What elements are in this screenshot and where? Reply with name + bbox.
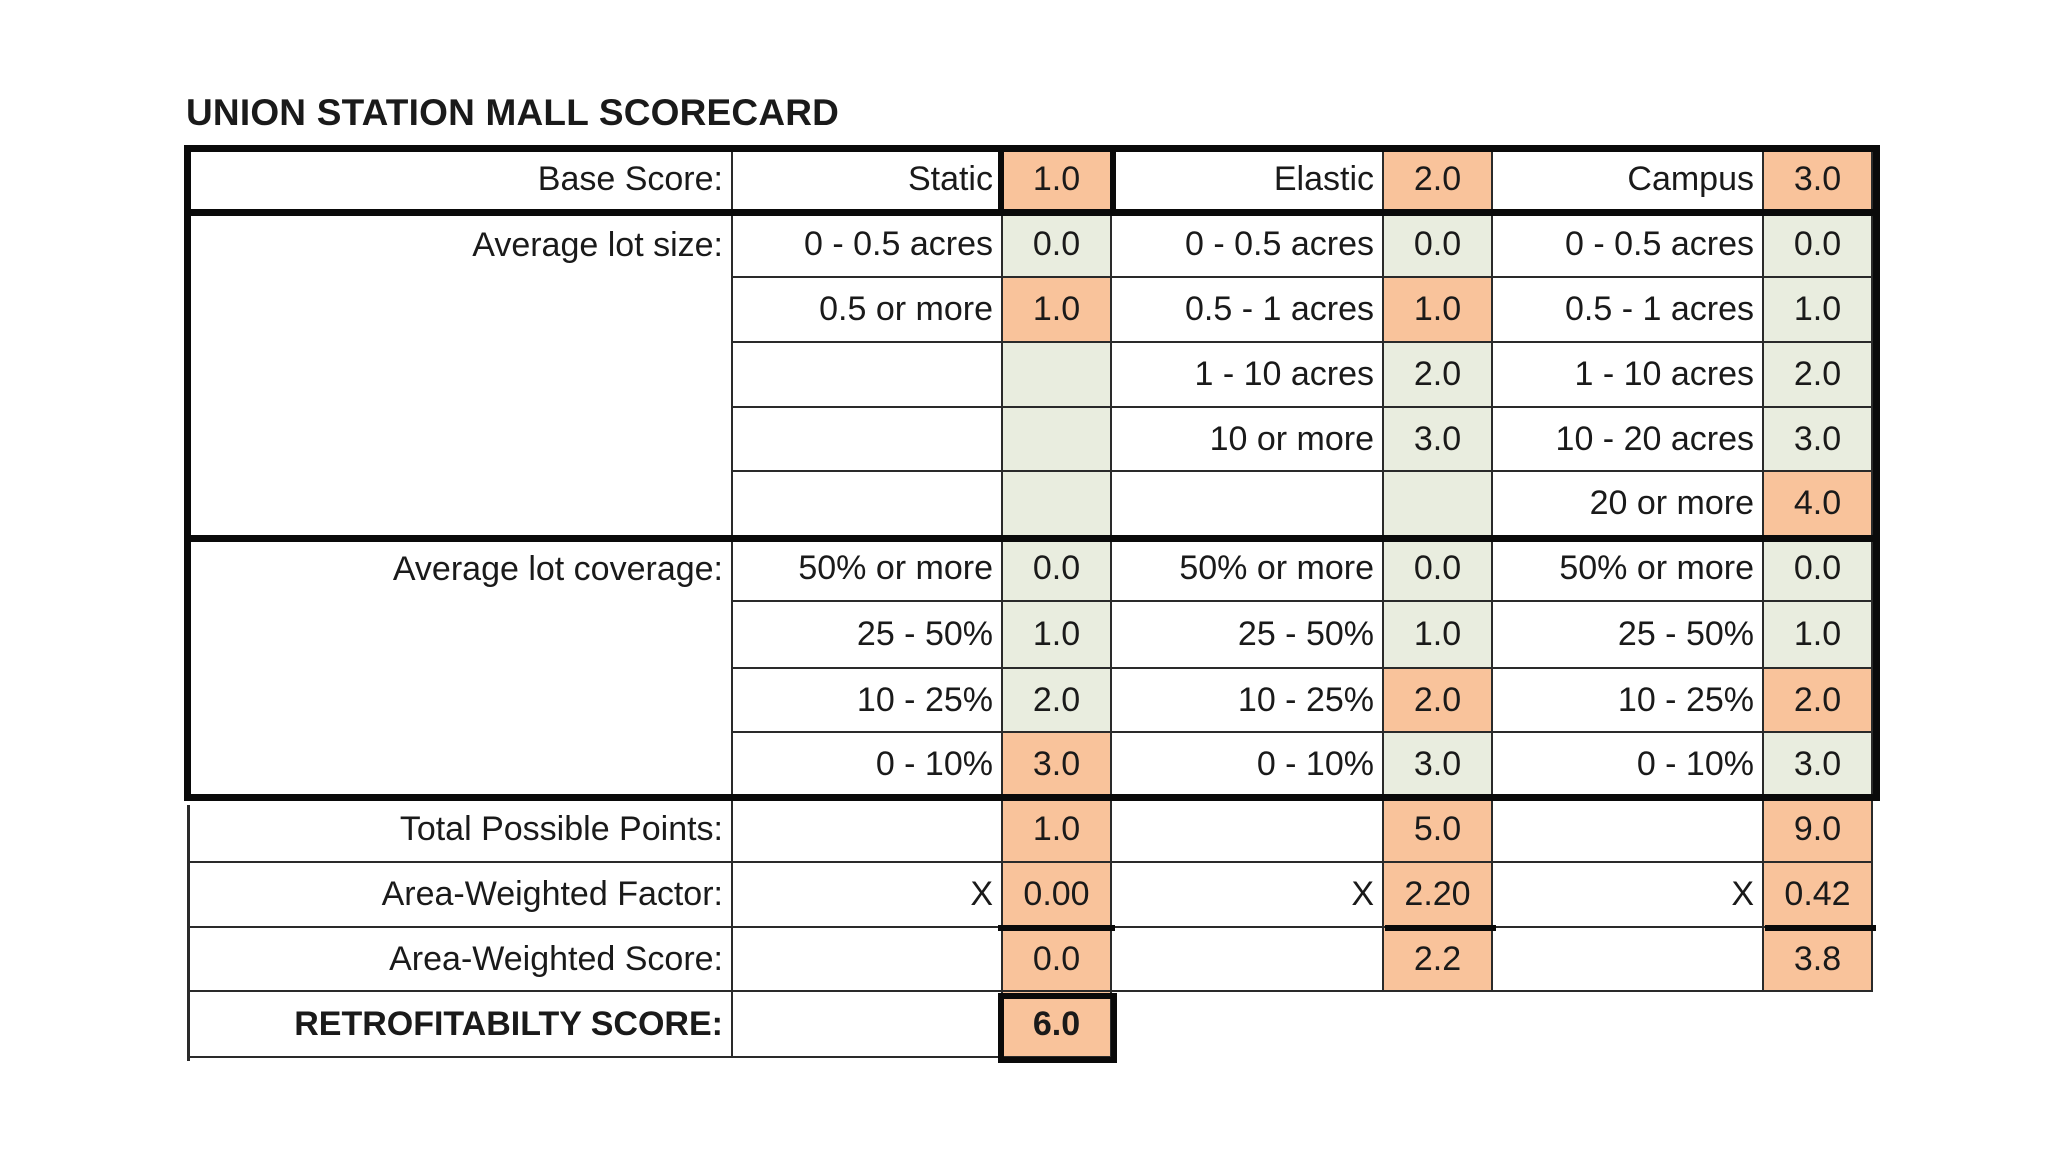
lot-coverage-static-range: 25 - 50% (733, 602, 1003, 669)
empty-label-cell (187, 408, 733, 472)
elastic-base-value: 2.0 (1384, 148, 1493, 212)
lot-coverage-elastic-range: 50% or more (1112, 537, 1384, 602)
lot-size-campus-range: 1 - 10 acres (1493, 343, 1764, 408)
lot-coverage-elastic-value: 1.0 (1384, 602, 1493, 669)
lot-coverage-elastic-range: 10 - 25% (1112, 669, 1384, 733)
lot-coverage-elastic-range: 25 - 50% (1112, 602, 1384, 669)
lot-size-static-range (733, 408, 1003, 472)
lot-size-elastic-value: 0.0 (1384, 212, 1493, 278)
lot-coverage-static-value: 2.0 (1003, 669, 1112, 733)
lot-size-elastic-range: 0 - 0.5 acres (1112, 212, 1384, 278)
lot-coverage-campus-range: 0 - 10% (1493, 733, 1764, 797)
multiply-sign: X (1112, 863, 1384, 928)
lot-coverage-campus-range: 10 - 25% (1493, 669, 1764, 733)
static-type-label: Static (733, 148, 1003, 212)
elastic-weighted-score: 2.2 (1384, 928, 1493, 992)
table-left-border (187, 805, 190, 1061)
lot-coverage-campus-range: 50% or more (1493, 537, 1764, 602)
lot-size-elastic-value: 3.0 (1384, 408, 1493, 472)
lot-coverage-elastic-value: 0.0 (1384, 537, 1493, 602)
elastic-possible-points: 5.0 (1384, 797, 1493, 863)
base-score-label: Base Score: (187, 148, 733, 212)
empty-cell (733, 992, 1003, 1058)
campus-type-label: Campus (1493, 148, 1764, 212)
lot-size-elastic-range: 0.5 - 1 acres (1112, 278, 1384, 343)
lot-coverage-static-value: 0.0 (1003, 537, 1112, 602)
lot-size-campus-range: 0.5 - 1 acres (1493, 278, 1764, 343)
empty-cell (1112, 928, 1384, 992)
campus-possible-points: 9.0 (1764, 797, 1873, 863)
scorecard-table: Base Score: Static 1.0 Elastic 2.0 Campu… (187, 148, 1873, 1058)
lot-size-static-value (1003, 408, 1112, 472)
lot-coverage-elastic-value: 2.0 (1384, 669, 1493, 733)
retrofitability-score-label: RETROFITABILTY SCORE: (187, 992, 733, 1058)
lot-coverage-static-range: 10 - 25% (733, 669, 1003, 733)
lot-size-campus-value: 0.0 (1764, 212, 1873, 278)
empty-label-cell (187, 602, 733, 669)
lot-size-static-value (1003, 343, 1112, 408)
empty-cell (733, 928, 1003, 992)
lot-size-elastic-value: 1.0 (1384, 278, 1493, 343)
lot-size-campus-range: 0 - 0.5 acres (1493, 212, 1764, 278)
elastic-factor: 2.20 (1384, 863, 1493, 928)
empty-cell (1493, 797, 1764, 863)
lot-size-elastic-range (1112, 472, 1384, 537)
retrofitability-score-value: 6.0 (1003, 992, 1112, 1058)
empty-label-cell (187, 343, 733, 408)
lot-coverage-elastic-range: 0 - 10% (1112, 733, 1384, 797)
static-factor: 0.00 (1003, 863, 1112, 928)
campus-factor: 0.42 (1764, 863, 1873, 928)
empty-cell (1112, 797, 1384, 863)
lot-size-static-value: 0.0 (1003, 212, 1112, 278)
lot-size-elastic-range: 1 - 10 acres (1112, 343, 1384, 408)
lot-size-campus-range: 20 or more (1493, 472, 1764, 537)
empty-cell (733, 797, 1003, 863)
lot-size-campus-value: 1.0 (1764, 278, 1873, 343)
lot-size-campus-value: 2.0 (1764, 343, 1873, 408)
lot-size-elastic-range: 10 or more (1112, 408, 1384, 472)
campus-base-value: 3.0 (1764, 148, 1873, 212)
lot-size-static-value (1003, 472, 1112, 537)
lot-size-static-value: 1.0 (1003, 278, 1112, 343)
lot-size-label: Average lot size: (187, 212, 733, 278)
multiply-sign: X (1493, 863, 1764, 928)
lot-size-static-range (733, 472, 1003, 537)
lot-coverage-campus-value: 1.0 (1764, 602, 1873, 669)
lot-coverage-campus-value: 3.0 (1764, 733, 1873, 797)
lot-size-campus-value: 3.0 (1764, 408, 1873, 472)
campus-weighted-score: 3.8 (1764, 928, 1873, 992)
empty-cell (1493, 928, 1764, 992)
empty-label-cell (187, 472, 733, 537)
static-possible-points: 1.0 (1003, 797, 1112, 863)
lot-coverage-static-value: 1.0 (1003, 602, 1112, 669)
lot-size-static-range: 0 - 0.5 acres (733, 212, 1003, 278)
multiply-sign: X (733, 863, 1003, 928)
lot-coverage-static-value: 3.0 (1003, 733, 1112, 797)
blank-area (1112, 992, 1873, 1058)
static-base-value: 1.0 (1003, 148, 1112, 212)
empty-label-cell (187, 669, 733, 733)
static-weighted-score: 0.0 (1003, 928, 1112, 992)
area-weighted-score-label: Area-Weighted Score: (187, 928, 733, 992)
lot-coverage-campus-value: 0.0 (1764, 537, 1873, 602)
lot-size-elastic-value (1384, 472, 1493, 537)
lot-coverage-label: Average lot coverage: (187, 537, 733, 602)
lot-size-elastic-value: 2.0 (1384, 343, 1493, 408)
area-weighted-factor-label: Area-Weighted Factor: (187, 863, 733, 928)
lot-coverage-static-range: 0 - 10% (733, 733, 1003, 797)
empty-label-cell (187, 278, 733, 343)
lot-coverage-elastic-value: 3.0 (1384, 733, 1493, 797)
elastic-type-label: Elastic (1112, 148, 1384, 212)
lot-coverage-campus-range: 25 - 50% (1493, 602, 1764, 669)
lot-size-static-range (733, 343, 1003, 408)
lot-size-campus-range: 10 - 20 acres (1493, 408, 1764, 472)
empty-label-cell (187, 733, 733, 797)
lot-coverage-campus-value: 2.0 (1764, 669, 1873, 733)
total-possible-points-label: Total Possible Points: (187, 797, 733, 863)
lot-coverage-static-range: 50% or more (733, 537, 1003, 602)
page-title: UNION STATION MALL SCORECARD (186, 92, 840, 133)
lot-size-static-range: 0.5 or more (733, 278, 1003, 343)
lot-size-campus-value: 4.0 (1764, 472, 1873, 537)
